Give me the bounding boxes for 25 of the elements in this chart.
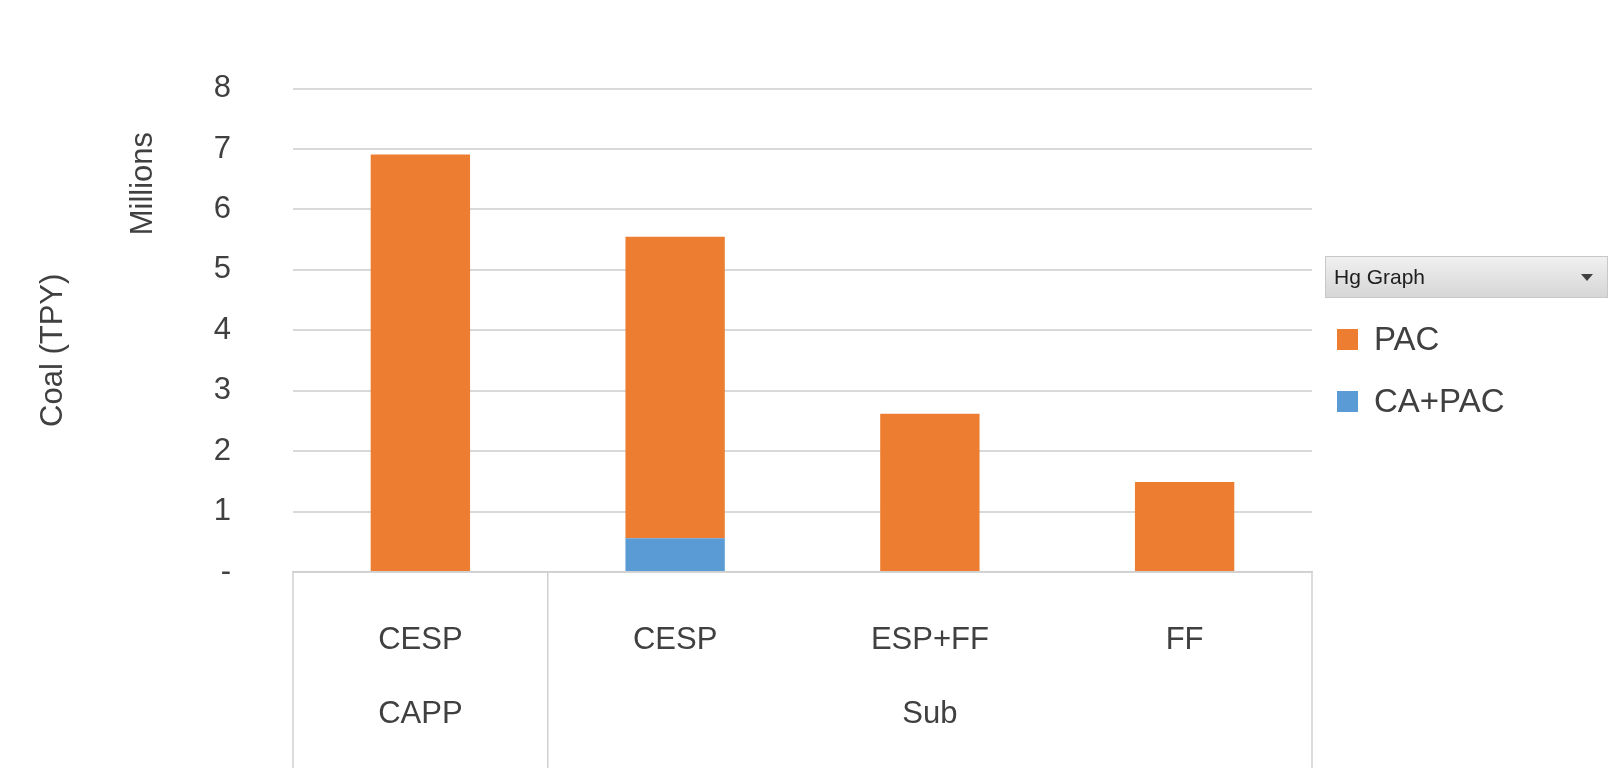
legend-label: PAC	[1374, 320, 1440, 358]
y-axis-title: Coal (TPY)	[33, 273, 69, 427]
bar	[625, 236, 725, 539]
legend-title: Hg Graph	[1334, 265, 1426, 289]
y-tick-label: 2	[213, 431, 231, 467]
bar	[880, 413, 980, 571]
text: Sub	[902, 694, 958, 730]
text: CAPP	[378, 694, 463, 730]
x-tick-label: ESP+FF	[870, 621, 989, 657]
x-tick-label: CESP	[632, 621, 718, 657]
y-tick-label: -	[220, 552, 231, 588]
y-tick-label: 8	[213, 69, 231, 105]
y-tick-label: 1	[213, 492, 231, 528]
y-tick-label: 5	[213, 250, 231, 286]
bar	[370, 154, 471, 571]
y-tick-label: 7	[213, 129, 231, 165]
legend-label: CA+PAC	[1374, 382, 1505, 420]
bar	[1134, 481, 1235, 571]
y-tick-label: 4	[213, 310, 231, 346]
text: Millions	[123, 131, 159, 236]
y-tick-label: 3	[213, 371, 231, 407]
bar	[625, 538, 725, 571]
y-tick-label: 6	[213, 190, 231, 225]
x-tick-label: FF	[1165, 621, 1204, 657]
x-tick-label: CESP	[378, 621, 463, 657]
